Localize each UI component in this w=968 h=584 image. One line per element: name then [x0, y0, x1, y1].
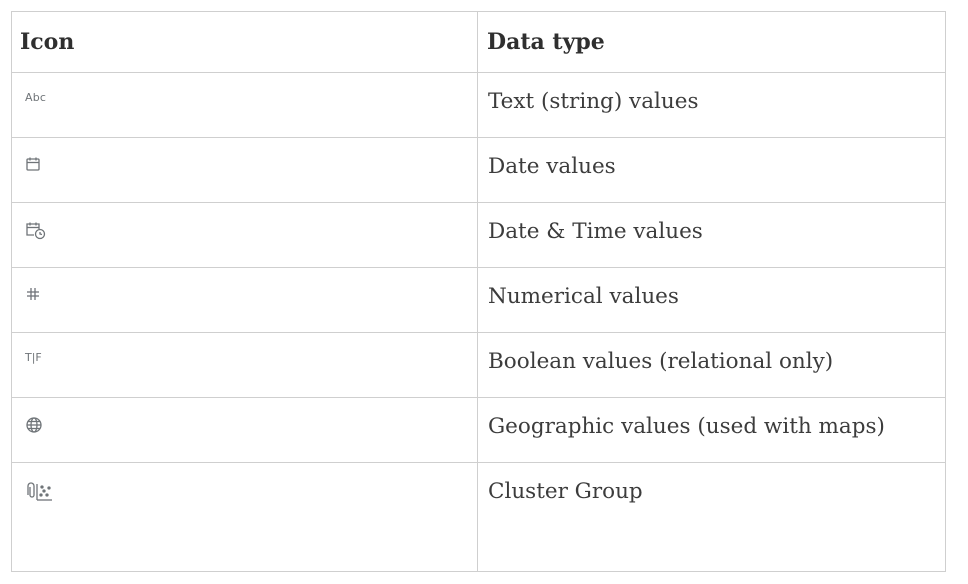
data-type-label: Text (string) values — [488, 89, 699, 114]
table-row: Date & Time values — [11, 202, 946, 268]
table-row: Date values — [11, 137, 946, 203]
data-type-column-header: Data type — [477, 11, 946, 73]
table-row: Geographic values (used with maps) — [11, 397, 946, 463]
data-type-label: Numerical values — [488, 284, 679, 309]
icon-cell: Abc — [11, 72, 478, 138]
data-type-cell: Text (string) values — [477, 72, 946, 138]
cluster-group-icon — [25, 481, 53, 503]
data-type-cell: Date & Time values — [477, 202, 946, 268]
data-type-label: Date values — [488, 154, 616, 179]
data-type-header-label: Data type — [487, 29, 605, 55]
calendar-icon — [25, 156, 41, 172]
icon-header-label: Icon — [20, 29, 75, 55]
icon-cell — [11, 202, 478, 268]
icon-cell — [11, 462, 478, 572]
table-row: Cluster Group — [11, 462, 946, 572]
data-type-label: Boolean values (relational only) — [488, 349, 834, 374]
data-type-label: Cluster Group — [488, 479, 643, 504]
data-type-cell: Geographic values (used with maps) — [477, 397, 946, 463]
data-type-cell: Cluster Group — [477, 462, 946, 572]
data-type-cell: Date values — [477, 137, 946, 203]
icon-column-header: Icon — [11, 11, 478, 73]
abc-icon: Abc — [25, 91, 47, 104]
icon-cell — [11, 397, 478, 463]
data-type-label: Geographic values (used with maps) — [488, 414, 885, 439]
header-row: Icon Data type — [11, 11, 946, 73]
true-false-icon: T|F — [25, 351, 42, 364]
table-row: T|F Boolean values (relational only) — [11, 332, 946, 398]
data-type-cell: Boolean values (relational only) — [477, 332, 946, 398]
hash-icon — [25, 286, 41, 302]
icon-cell — [11, 267, 478, 333]
calendar-clock-icon — [25, 221, 47, 241]
table-row: Abc Text (string) values — [11, 72, 946, 138]
icon-cell: T|F — [11, 332, 478, 398]
icon-cell — [11, 137, 478, 203]
table-row: Numerical values — [11, 267, 946, 333]
globe-icon — [25, 416, 43, 434]
data-type-label: Date & Time values — [488, 219, 703, 244]
data-type-cell: Numerical values — [477, 267, 946, 333]
data-types-table: Icon Data type Abc Text (string) values — [11, 11, 946, 572]
